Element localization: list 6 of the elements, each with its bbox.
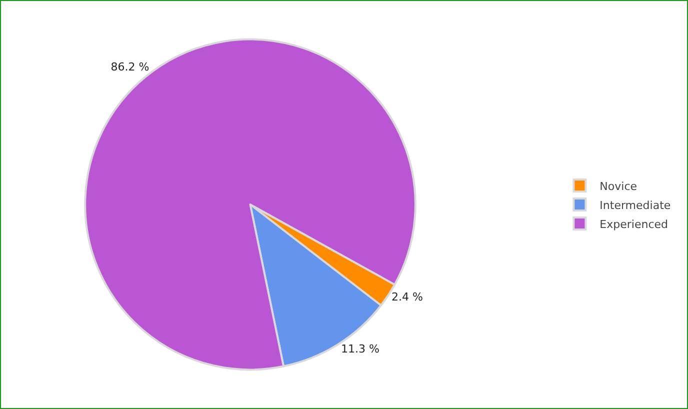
legend-label: Intermediate [600, 198, 671, 212]
data-label: 2.4 % [391, 290, 423, 304]
data-label: 86.2 % [110, 60, 150, 74]
data-label: 11.3 % [340, 342, 380, 356]
legend-label: Experienced [600, 218, 668, 231]
legend-label: Novice [600, 180, 638, 193]
